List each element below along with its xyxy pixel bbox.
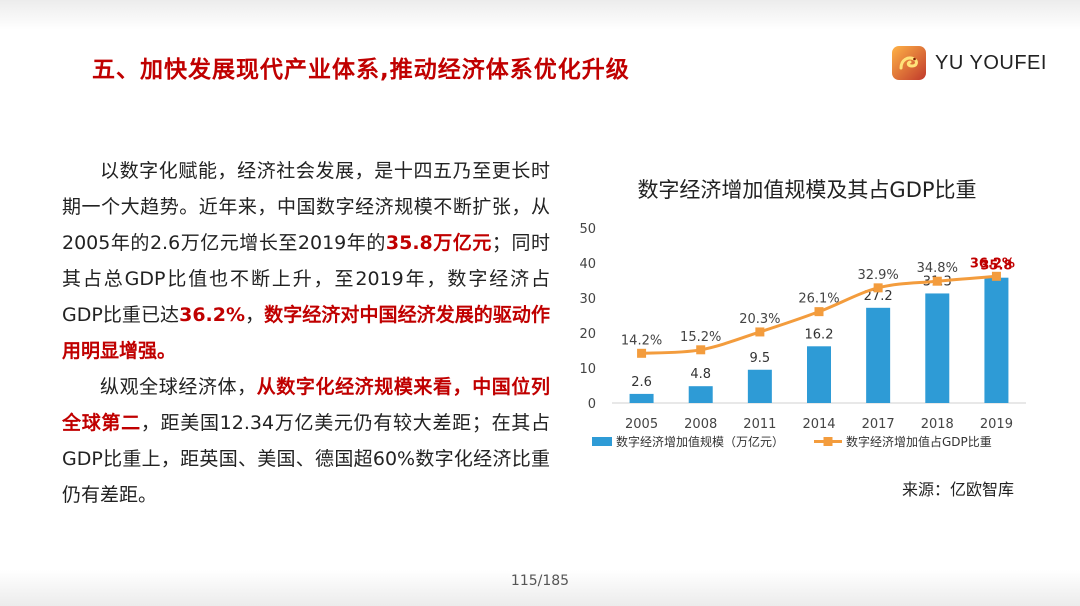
legend-bar-label: 数字经济增加值规模（万亿元） [616,434,784,449]
top-shade [0,0,1080,30]
logo-text: YU YOUFEI [935,51,1047,74]
line-value-label: 20.3% [739,312,780,327]
paragraph-1-text-3: ， [245,304,265,326]
legend-line-marker [823,437,833,446]
y-tick-label: 50 [579,222,596,237]
line-value-label: 34.8% [917,261,958,276]
line-point [755,327,765,337]
paragraph-2: 纵观全球经济体，从数字化经济规模来看，中国位列全球第二，距美国12.34万亿美元… [62,369,550,513]
line-point [637,348,647,358]
x-tick-label: 2008 [684,417,717,432]
paragraph-2-text-1: 纵观全球经济体， [100,376,257,398]
x-tick-label: 2014 [802,417,835,432]
bar [629,393,654,403]
bar-value-label: 9.5 [750,351,771,366]
legend-line-label: 数字经济增加值占GDP比重 [846,434,992,449]
slide-title: 五、加快发展现代产业体系,推动经济体系优化升级 [92,57,630,83]
paragraph-2-highlight-1: 从数字化经济规模来看，中国位列全球第二 [62,376,550,434]
x-tick-label: 2019 [980,417,1013,432]
legend-bar-swatch [592,437,612,446]
line-point [932,276,942,286]
paragraph-1-highlight-3: 数字经济对中国经济发展的驱动作用明显增强。 [62,304,550,362]
bar [807,346,831,403]
bar-value-label: 2.6 [631,375,652,390]
logo: YU YOUFEI [892,46,1047,80]
line-value-label: 32.9% [857,268,898,283]
snake-logo-icon [892,46,926,80]
line-point [814,307,824,317]
y-tick-label: 40 [579,257,596,272]
paragraph-1-highlight-1: 35.8万亿元 [385,232,492,254]
line-point [873,283,883,293]
bar-value-label: 16.2 [805,327,834,342]
paragraph-1-highlight-2: 36.2% [179,304,246,326]
line-value-label: 36.2% [970,256,1015,271]
x-tick-label: 2017 [862,417,895,432]
bottom-shade [0,570,1080,606]
x-tick-label: 2018 [921,417,954,432]
line-value-label: 14.2% [621,333,662,348]
source-note: 来源：亿欧智库 [901,480,1014,499]
bar [747,369,772,403]
paragraph-2-text-2: ，距美国12.34万亿美元仍有较大差距；在其占GDP比重上，距英国、美国、德国超… [62,412,550,506]
chart-title: 数字经济增加值规模及其占GDP比重 [637,178,977,202]
y-tick-label: 0 [588,397,596,412]
body-text: 以数字化赋能，经济社会发展，是十四五乃至更长时期一个大趋势。近年来，中国数字经济… [62,153,550,513]
bar [984,277,1009,403]
digital-economy-chart: 010203040502.64.89.516.227.231.335.814.2… [579,222,1026,449]
y-tick-label: 30 [579,292,596,307]
bar [688,386,713,403]
y-tick-label: 20 [579,327,596,342]
bar-value-label: 27.2 [864,289,893,304]
line-value-label: 26.1% [798,292,839,307]
bar-value-label: 35.8 [980,259,1012,274]
paragraph-1: 以数字化赋能，经济社会发展，是十四五乃至更长时期一个大趋势。近年来，中国数字经济… [62,153,550,369]
x-tick-label: 2011 [743,417,776,432]
line-point [696,345,706,355]
paragraph-1-text-2: ；同时其占总GDP比值也不断上升，至2019年，数字经济占GDP比重已达 [62,232,550,326]
line-point [991,271,1001,281]
bar [925,293,950,403]
x-tick-label: 2005 [625,417,658,432]
bar-value-label: 4.8 [690,367,711,382]
bar [866,307,891,403]
y-tick-label: 10 [579,362,596,377]
page-number: 115/185 [510,573,570,589]
paragraph-1-text-1: 以数字化赋能，经济社会发展，是十四五乃至更长时期一个大趋势。近年来，中国数字经济… [62,160,550,254]
line-value-label: 15.2% [680,330,721,345]
